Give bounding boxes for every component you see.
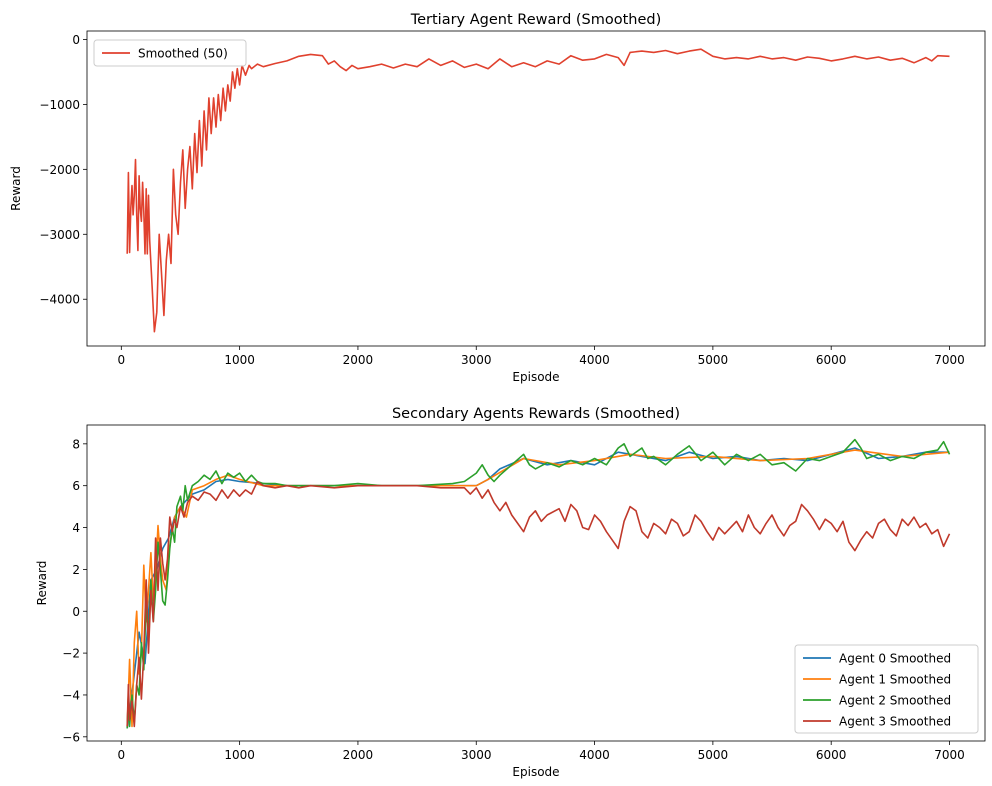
legend-entry: Smoothed (50) bbox=[138, 47, 228, 61]
y-tick-label: −3000 bbox=[39, 228, 80, 242]
y-tick-label: 6 bbox=[72, 479, 80, 493]
x-tick-label: 5000 bbox=[698, 748, 729, 762]
y-axis-label: Reward bbox=[9, 166, 23, 211]
x-tick-label: 2000 bbox=[343, 353, 374, 367]
y-tick-label: 2 bbox=[72, 563, 80, 577]
x-tick-label: 3000 bbox=[461, 353, 492, 367]
y-tick-label: 0 bbox=[72, 605, 80, 619]
y-tick-label: 8 bbox=[72, 437, 80, 451]
y-tick-label: −4 bbox=[62, 688, 80, 702]
legend-entry: Agent 1 Smoothed bbox=[839, 673, 951, 687]
y-tick-label: −6 bbox=[62, 730, 80, 744]
x-tick-label: 4000 bbox=[579, 748, 610, 762]
x-axis-label: Episode bbox=[512, 370, 559, 384]
x-tick-label: 7000 bbox=[934, 353, 965, 367]
y-tick-label: −2 bbox=[62, 647, 80, 661]
plot-area bbox=[126, 438, 951, 729]
chart-title: Secondary Agents Rewards (Smoothed) bbox=[392, 406, 680, 422]
x-tick-label: 0 bbox=[117, 353, 125, 367]
secondary-rewards-chart: 0 1000 2000 3000 4000 5000 6000 7000 −6 −4 −2 0 2 4 6 8… bbox=[35, 406, 986, 779]
series-line-3 bbox=[126, 480, 951, 728]
x-tick-label: 6000 bbox=[816, 353, 847, 367]
axes-frame bbox=[86, 30, 986, 347]
chart-title: Tertiary Agent Reward (Smoothed) bbox=[410, 12, 662, 28]
legend-entry: Agent 3 Smoothed bbox=[839, 715, 951, 729]
x-tick-label: 3000 bbox=[461, 748, 492, 762]
plot-area bbox=[126, 48, 950, 333]
x-tick-label: 1000 bbox=[224, 353, 255, 367]
tertiary-reward-chart: 0 1000 2000 3000 4000 5000 6000 7000 −4000 −3000 −… bbox=[9, 12, 986, 384]
x-tick-label: 7000 bbox=[934, 748, 965, 762]
y-tick-label: −2000 bbox=[39, 163, 80, 177]
series-line-2 bbox=[126, 438, 951, 729]
y-axis-label: Reward bbox=[35, 561, 49, 606]
x-axis-label: Episode bbox=[512, 765, 559, 779]
x-tick-label: 0 bbox=[117, 748, 125, 762]
legend-entry: Agent 2 Smoothed bbox=[839, 694, 951, 708]
legend-entry: Agent 0 Smoothed bbox=[839, 652, 951, 666]
x-tick-label: 1000 bbox=[224, 748, 255, 762]
legend: Agent 0 Smoothed Agent 1 Smoothed Agent 2 … bbox=[794, 644, 979, 734]
x-tick-label: 2000 bbox=[343, 748, 374, 762]
legend: Smoothed (50) bbox=[93, 39, 247, 67]
x-tick-label: 4000 bbox=[579, 353, 610, 367]
axes-frame bbox=[86, 424, 986, 742]
y-tick-label: −1000 bbox=[39, 98, 80, 112]
y-tick-label: 0 bbox=[72, 33, 80, 47]
series-line-0 bbox=[126, 48, 950, 333]
y-tick-label: 4 bbox=[72, 521, 80, 535]
y-tick-label: −4000 bbox=[39, 293, 80, 307]
x-tick-label: 6000 bbox=[816, 748, 847, 762]
series-line-1 bbox=[126, 449, 950, 728]
x-tick-label: 5000 bbox=[698, 353, 729, 367]
